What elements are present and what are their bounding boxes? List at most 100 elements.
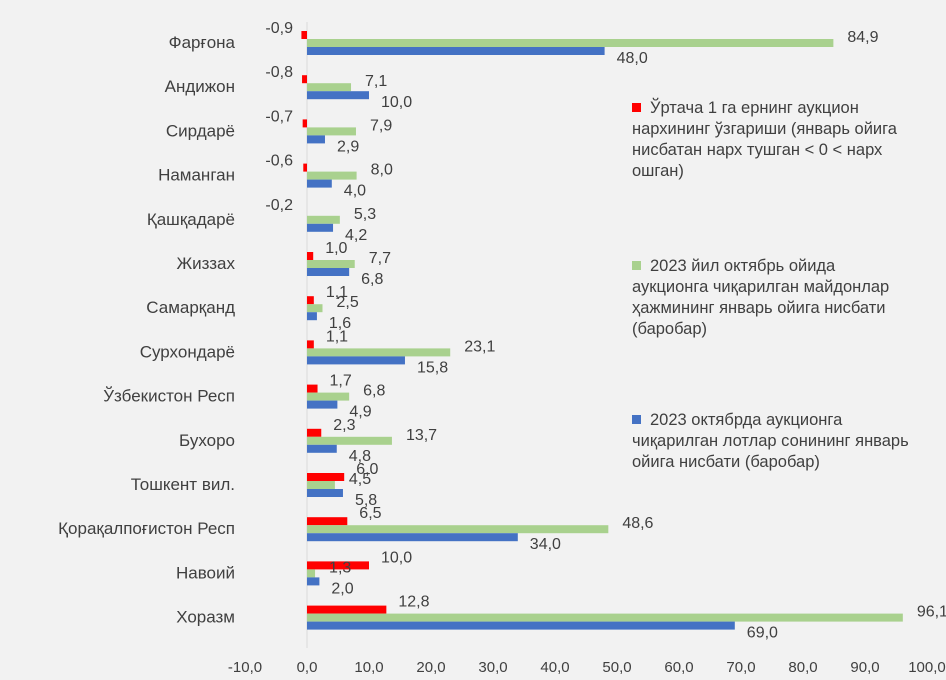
bar-price-change (302, 75, 307, 84)
bar-lots-ratio (307, 312, 317, 321)
data-label: 1,3 (329, 559, 351, 576)
data-label: -0,6 (265, 153, 293, 170)
bar-price-change (307, 561, 369, 570)
bar-lots-ratio (307, 489, 343, 497)
category-label: Қашқадарё (147, 210, 235, 229)
data-label: 4,9 (349, 404, 371, 421)
data-label: 6,8 (363, 383, 385, 400)
legend-swatch-blue (632, 415, 641, 424)
x-tick-label: 40,0 (540, 659, 569, 676)
bar-lots-ratio (307, 91, 369, 100)
bar-price-change (301, 31, 307, 39)
bar-lots-ratio (307, 223, 334, 232)
data-label: 48,0 (617, 50, 648, 67)
category-label: Хоразм (176, 608, 235, 627)
data-label: 23,1 (464, 338, 495, 355)
bar-lots-ratio (307, 533, 518, 542)
category-labels: Фарғона Андижон Сирдарё Наманган Қашқадарё Жи… (58, 33, 235, 627)
data-label: 7,7 (369, 250, 391, 267)
category-label: Сирдарё (166, 121, 235, 140)
x-tick-label: 60,0 (664, 659, 693, 676)
bar-price-change (307, 517, 348, 526)
legend-item-lots-ratio: 2023 октябрда аукционга чиқарилган лотла… (632, 410, 912, 473)
bar-price-change (307, 296, 314, 305)
bar-lots-ratio (307, 400, 338, 409)
legend-label: Ўртача 1 га ернинг аукцион нархининг ўзг… (632, 99, 897, 180)
x-tick-label: 30,0 (478, 659, 507, 676)
bar-area-ratio (307, 348, 451, 357)
bar-area-ratio (307, 171, 357, 180)
bar-lots-ratio (307, 135, 325, 144)
data-label: 4,8 (349, 448, 371, 465)
legend-label: 2023 йил октябрь ойида аукционга чиқарил… (632, 257, 890, 338)
bar-lots-ratio (307, 47, 605, 55)
category-label: Жиззах (176, 254, 235, 273)
x-tick-label: 100,0 (908, 659, 946, 676)
data-label: 4,0 (344, 183, 366, 200)
data-label: 2,5 (337, 294, 359, 311)
legend-item-area-ratio: 2023 йил октябрь ойида аукционга чиқарил… (632, 256, 912, 340)
category-label: Наманган (158, 166, 235, 185)
bar-price-change (303, 163, 307, 172)
data-label: 10,0 (381, 94, 412, 111)
bar-area-ratio (307, 127, 356, 136)
category-label: Андижон (165, 77, 235, 96)
data-label: 1,1 (326, 284, 348, 301)
x-tick-label: 70,0 (726, 659, 755, 676)
data-label: 1,6 (329, 315, 351, 332)
data-label: 2,9 (337, 138, 359, 155)
bars-layer (301, 22, 903, 648)
legend-swatch-green (632, 261, 641, 270)
bar-area-ratio (307, 436, 392, 445)
x-tick-label: 10,0 (354, 659, 383, 676)
bar-area-ratio (307, 525, 609, 534)
data-label: 5,3 (354, 206, 376, 223)
bar-price-change (307, 428, 322, 437)
bar-lots-ratio (307, 621, 735, 630)
legend-item-price-change: Ўртача 1 га ернинг аукцион нархининг ўзг… (632, 98, 912, 182)
bar-area-ratio (307, 481, 335, 489)
data-label: 1,0 (325, 240, 347, 257)
data-label: 8,0 (371, 162, 393, 179)
data-label: 6,8 (361, 271, 383, 288)
data-label: 7,9 (370, 117, 392, 134)
data-label: 2,0 (331, 580, 353, 597)
data-label: 34,0 (530, 536, 561, 553)
data-label: -0,2 (265, 197, 293, 214)
data-label: 4,5 (349, 471, 371, 488)
category-label: Сурхондарё (140, 342, 235, 361)
bar-area-ratio (307, 569, 316, 578)
bar-price-change (307, 605, 387, 614)
bar-area-ratio (307, 39, 834, 47)
data-labels: -0,9 84,9 48,0 -0,8 7,1 10,0 -0,7 7,9 2,9 -0,6 8,0… (265, 20, 946, 642)
category-label: Самарқанд (146, 298, 235, 317)
bar-lots-ratio (307, 179, 332, 188)
category-label: Бухоро (179, 431, 235, 450)
bar-area-ratio (307, 304, 323, 313)
bar-price-change (307, 340, 314, 349)
data-label: 96,1 (917, 604, 946, 621)
data-label: 12,8 (398, 594, 429, 611)
data-label: 1,7 (330, 373, 352, 390)
legend-swatch-red (632, 103, 641, 112)
data-label: 69,0 (747, 625, 778, 642)
data-label: 7,1 (365, 73, 387, 90)
x-tick-label: -10,0 (228, 659, 262, 676)
data-label: 84,9 (847, 29, 878, 46)
data-label: 13,7 (406, 427, 437, 444)
bar-price-change (307, 252, 314, 260)
bar-area-ratio (307, 83, 352, 92)
bar-area-ratio (307, 392, 350, 401)
bar-lots-ratio (307, 577, 320, 586)
bar-area-ratio (307, 215, 340, 224)
category-label: Қорақалпоғистон Респ (58, 519, 235, 538)
data-label: 5,8 (355, 492, 377, 509)
x-tick-label: 80,0 (788, 659, 817, 676)
bar-price-change (307, 473, 345, 481)
data-label: 1,1 (326, 328, 348, 345)
bar-lots-ratio (307, 268, 350, 276)
x-tick-label: 90,0 (850, 659, 879, 676)
x-axis-ticks: -10,0 0,0 10,0 20,0 30,0 40,0 50,0 60,0 70,0 80,0… (228, 659, 946, 676)
bar-area-ratio (307, 613, 903, 622)
